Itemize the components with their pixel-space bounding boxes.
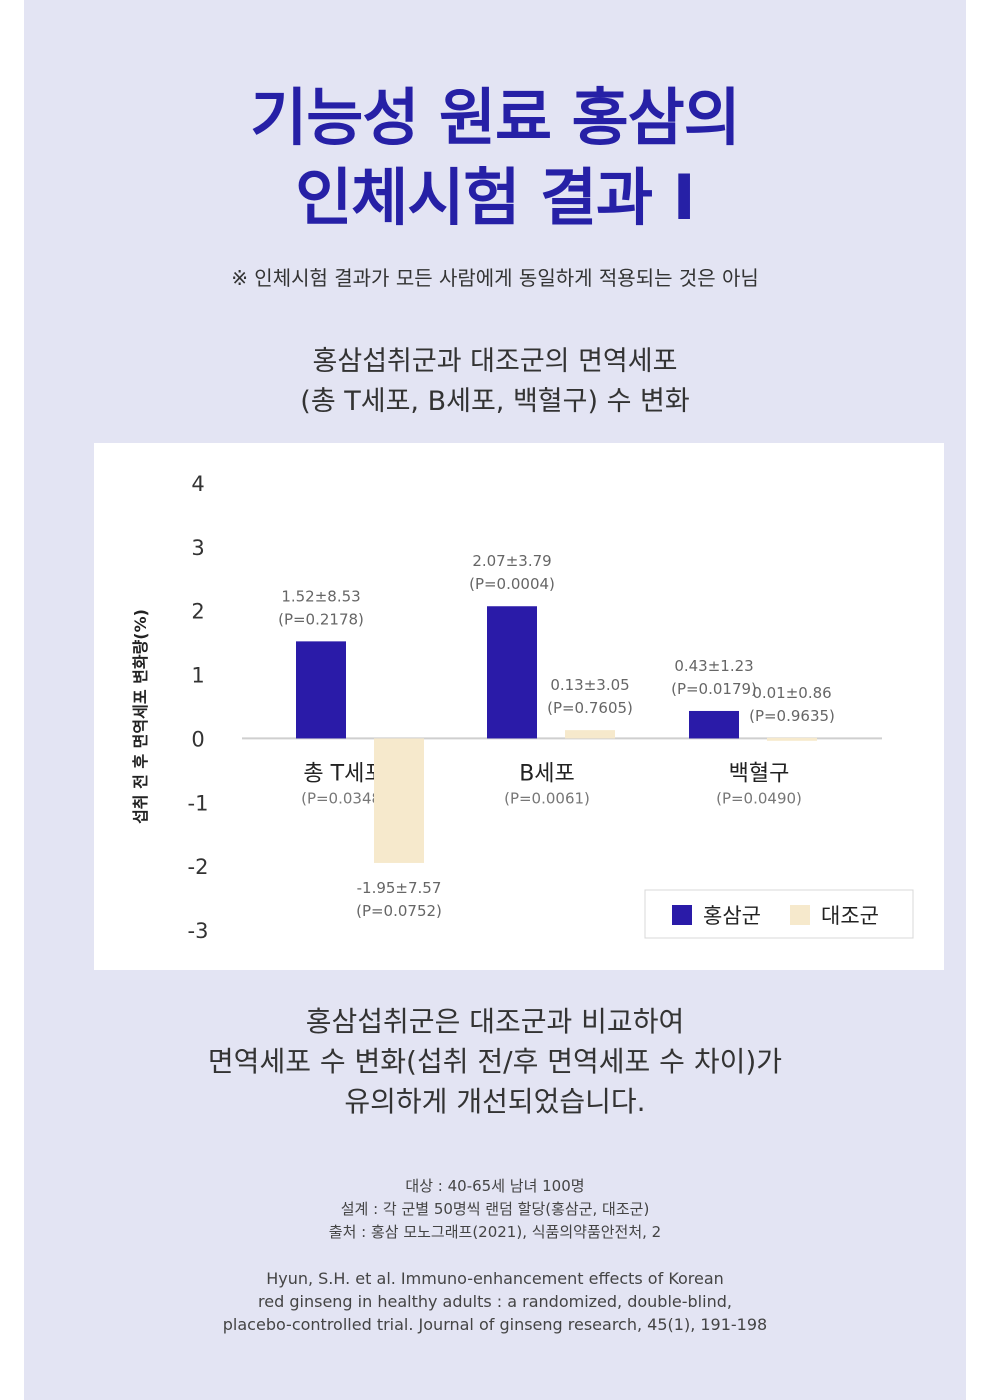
data-label: 0.43±1.23 (674, 657, 753, 675)
title-line-2: 인체시험 결과 I (295, 161, 695, 234)
data-label-pvalue: (P=0.0004) (469, 575, 555, 593)
data-label-pvalue: (P=0.2178) (278, 610, 364, 628)
legend-label: 대조군 (821, 904, 879, 928)
data-label: 2.07±3.79 (472, 552, 551, 570)
y-tick-label: -3 (188, 919, 209, 943)
category-label: 총 T세포 (303, 761, 384, 786)
data-label-pvalue: (P=0.7605) (547, 699, 633, 717)
study-design: 설계 : 각 군별 50명씩 랜덤 할당(홍삼군, 대조군) (340, 1200, 650, 1218)
citation-line-3: placebo-controlled trial. Journal of gin… (222, 1315, 768, 1334)
page-title: 기능성 원료 홍삼의 인체시험 결과 I (24, 78, 966, 238)
data-label: 0.13±3.05 (550, 676, 629, 694)
category-label: 백혈구 (729, 761, 790, 786)
bar-control (767, 737, 817, 741)
y-tick-label: -2 (188, 855, 209, 879)
y-tick-label: 4 (191, 472, 204, 496)
page-background: 기능성 원료 홍삼의 인체시험 결과 I ※ 인체시험 결과가 모든 사람에게 … (24, 0, 966, 1400)
conclusion-text: 홍삼섭취군은 대조군과 비교하여 면역세포 수 변화(섭취 전/후 면역세포 수… (24, 1002, 966, 1122)
category-pvalue: (P=0.0348) (301, 789, 387, 807)
chart-title-line-1: 홍삼섭취군과 대조군의 면역세포 (312, 346, 678, 377)
bar-ginseng (689, 710, 739, 739)
data-label: 0.01±0.86 (752, 684, 831, 702)
citation: Hyun, S.H. et al. Immuno-enhancement eff… (24, 1267, 966, 1336)
conclusion-line-3: 유의하게 개선되었습니다. (344, 1085, 646, 1118)
data-label-pvalue: (P=0.0752) (356, 902, 442, 920)
y-tick-label: 3 (191, 536, 204, 560)
y-tick-label: -1 (188, 791, 209, 815)
category-pvalue: (P=0.0490) (716, 789, 802, 807)
legend-swatch (672, 905, 692, 925)
bar-control (374, 738, 424, 863)
category-label: B세포 (519, 761, 575, 786)
data-label-pvalue: (P=0.0179) (671, 680, 757, 698)
legend-label: 홍삼군 (703, 904, 761, 928)
title-line-1: 기능성 원료 홍삼의 (250, 81, 741, 154)
data-label: 1.52±8.53 (281, 587, 360, 605)
bar-chart: 4 3 2 1 0 -1 -2 -3 섭취 전 후 면역세포 변화량(%) 총 T세포 (P=0.0… (131, 472, 914, 943)
bar-control (565, 730, 615, 739)
bar-ginseng (296, 641, 346, 739)
chart-title-line-2: (총 T세포, B세포, 백혈구) 수 변화 (300, 386, 690, 417)
citation-line-1: Hyun, S.H. et al. Immuno-enhancement eff… (266, 1269, 724, 1288)
bar-ginseng (487, 606, 537, 739)
data-label-pvalue: (P=0.9635) (749, 707, 835, 725)
legend-swatch (790, 905, 810, 925)
category-pvalue: (P=0.0061) (504, 789, 590, 807)
chart-title: 홍삼섭취군과 대조군의 면역세포 (총 T세포, B세포, 백혈구) 수 변화 (24, 342, 966, 422)
study-source: 출처 : 홍삼 모노그래프(2021), 식품의약품안전처, 2 (328, 1223, 662, 1241)
y-tick-label: 0 (191, 727, 204, 751)
data-label: -1.95±7.57 (357, 879, 442, 897)
chart-panel: 4 3 2 1 0 -1 -2 -3 섭취 전 후 면역세포 변화량(%) 총 T세포 (P=0.0… (94, 443, 944, 970)
y-axis-title: 섭취 전 후 면역세포 변화량(%) (131, 609, 150, 824)
conclusion-line-1: 홍삼섭취군은 대조군과 비교하여 (305, 1005, 685, 1038)
study-subjects: 대상 : 40-65세 남녀 100명 (405, 1177, 585, 1195)
conclusion-line-2: 면역세포 수 변화(섭취 전/후 면역세포 수 차이)가 (207, 1045, 783, 1078)
citation-line-2: red ginseng in healthy adults : a random… (258, 1292, 732, 1311)
study-info: 대상 : 40-65세 남녀 100명 설계 : 각 군별 50명씩 랜덤 할당… (24, 1175, 966, 1244)
disclaimer-notice: ※ 인체시험 결과가 모든 사람에게 동일하게 적용되는 것은 아님 (231, 266, 759, 290)
y-tick-label: 2 (191, 600, 204, 624)
y-tick-label: 1 (191, 664, 204, 688)
